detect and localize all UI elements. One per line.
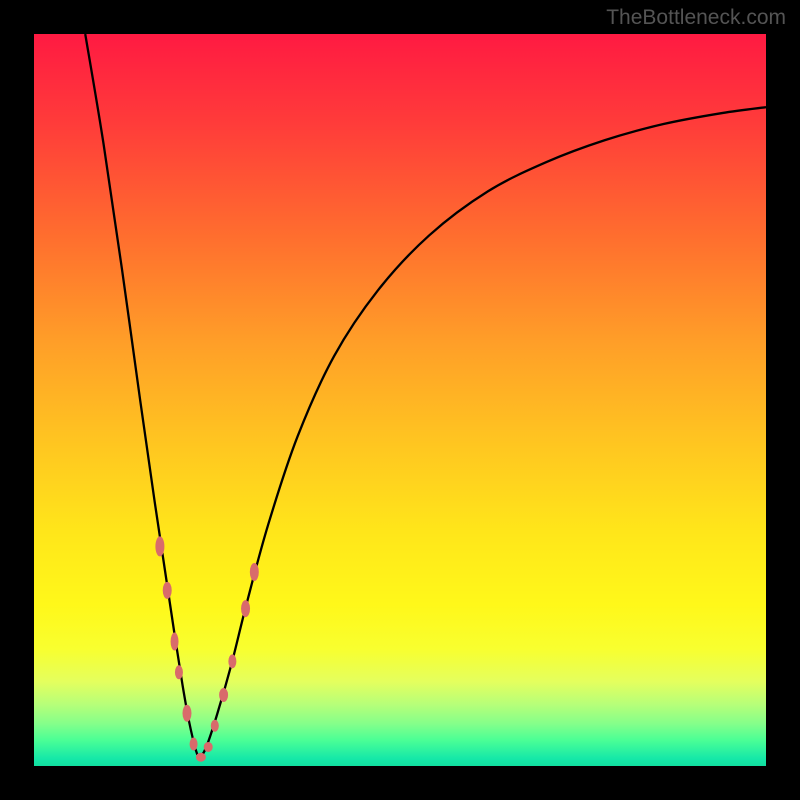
data-marker [219,688,228,702]
data-marker [182,705,191,722]
data-marker [196,753,206,762]
data-marker [204,742,213,752]
data-marker [250,563,259,581]
data-marker [175,665,183,679]
data-marker [155,536,164,556]
data-marker [228,654,236,668]
data-marker [190,738,198,751]
chart-gradient-background [34,34,766,766]
data-marker [241,600,250,617]
chart-container: { "watermark": { "text": "TheBottleneck.… [0,0,800,800]
bottleneck-chart [0,0,800,800]
data-marker [211,720,219,732]
data-marker [171,633,179,651]
data-marker [163,582,172,599]
